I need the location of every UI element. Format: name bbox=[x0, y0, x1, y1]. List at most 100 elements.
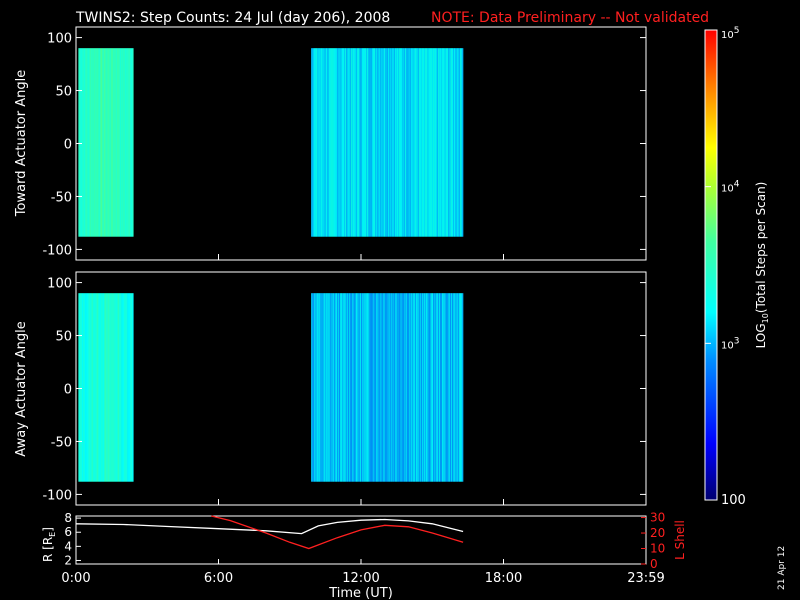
heatmap-column bbox=[328, 293, 330, 482]
heatmap-column bbox=[439, 293, 441, 482]
heatmap-column bbox=[442, 48, 444, 237]
heatmap-column bbox=[326, 293, 328, 482]
heatmap-column bbox=[457, 293, 459, 482]
heatmap-column bbox=[118, 48, 120, 237]
heatmap-column bbox=[426, 48, 428, 237]
heatmap-column bbox=[458, 293, 460, 482]
colorbar-tick-label: 103 bbox=[721, 336, 739, 351]
heatmap-column bbox=[382, 293, 384, 482]
heatmap-column bbox=[85, 293, 87, 482]
heatmap-column bbox=[348, 48, 350, 237]
heatmap-column bbox=[108, 48, 110, 237]
heatmap-column bbox=[335, 48, 337, 237]
heatmap-column bbox=[330, 293, 332, 482]
heatmap-column bbox=[395, 293, 397, 482]
heatmap-column bbox=[107, 48, 109, 237]
y-tick-label: 100 bbox=[47, 277, 72, 292]
heatmap-column bbox=[115, 48, 117, 237]
heatmap-column bbox=[394, 293, 396, 482]
heatmap-column bbox=[429, 48, 431, 237]
heatmap-column bbox=[433, 48, 435, 237]
heatmap-column bbox=[427, 48, 429, 237]
heatmap-column bbox=[389, 48, 391, 237]
heatmap-column bbox=[428, 293, 430, 482]
heatmap-column bbox=[97, 48, 99, 237]
y-tick-label: -100 bbox=[42, 243, 72, 258]
heatmap-column bbox=[114, 293, 116, 482]
heatmap-column bbox=[87, 293, 89, 482]
heatmap-column bbox=[417, 293, 419, 482]
heatmap-column bbox=[454, 293, 456, 482]
heatmap-column bbox=[350, 48, 352, 237]
heatmap-column bbox=[380, 48, 382, 237]
colorbar-tick-label: 100 bbox=[721, 493, 746, 508]
heatmap-column bbox=[318, 293, 320, 482]
heatmap-column bbox=[443, 48, 445, 237]
heatmap-column bbox=[333, 293, 335, 482]
heatmap-column bbox=[455, 48, 457, 237]
heatmap-column bbox=[132, 293, 134, 482]
heatmap-column bbox=[326, 48, 328, 237]
heatmap-column bbox=[419, 48, 421, 237]
heatmap-column bbox=[106, 48, 108, 237]
heatmap-column bbox=[123, 293, 125, 482]
heatmap-column bbox=[346, 48, 348, 237]
heatmap-column bbox=[385, 293, 387, 482]
heatmap-column bbox=[369, 48, 371, 237]
y-tick-label: -100 bbox=[42, 488, 72, 503]
heatmap-column bbox=[363, 293, 365, 482]
heatmap-column bbox=[102, 48, 104, 237]
heatmap-column bbox=[351, 48, 353, 237]
heatmap-column bbox=[340, 293, 342, 482]
heatmap-column bbox=[403, 48, 405, 237]
colorbar-label: LOG10(Total Steps per Scan) bbox=[754, 182, 770, 349]
heatmap-column bbox=[109, 293, 111, 482]
r-tick-label: 2 bbox=[64, 553, 72, 567]
heatmap-column bbox=[386, 48, 388, 237]
heatmap-column bbox=[404, 48, 406, 237]
lshell-tick-label: 10 bbox=[650, 542, 665, 556]
heatmap-column bbox=[112, 48, 114, 237]
heatmap-column bbox=[316, 293, 318, 482]
heatmap-column bbox=[440, 293, 442, 482]
heatmap-column bbox=[357, 48, 359, 237]
heatmap-column bbox=[80, 293, 82, 482]
heatmap-column bbox=[105, 293, 107, 482]
heatmap-column bbox=[367, 48, 369, 237]
heatmap-column bbox=[102, 293, 104, 482]
heatmap-column bbox=[93, 48, 95, 237]
heatmap-column bbox=[104, 48, 106, 237]
heatmap-column bbox=[336, 293, 338, 482]
heatmap-column bbox=[89, 48, 91, 237]
heatmap-column bbox=[439, 48, 441, 237]
heatmap-column bbox=[105, 48, 107, 237]
heatmap-column bbox=[352, 293, 354, 482]
heatmap-column bbox=[444, 293, 446, 482]
heatmap-column bbox=[314, 293, 316, 482]
heatmap-column bbox=[380, 293, 382, 482]
heatmap-column bbox=[365, 48, 367, 237]
heatmap-column bbox=[367, 293, 369, 482]
heatmap-column bbox=[88, 293, 90, 482]
heatmap-column bbox=[448, 48, 450, 237]
heatmap-column bbox=[442, 293, 444, 482]
heatmap-column bbox=[422, 48, 424, 237]
heatmap-column bbox=[400, 48, 402, 237]
heatmap-column bbox=[366, 293, 368, 482]
heatmap-column bbox=[128, 293, 130, 482]
heatmap-column bbox=[82, 48, 84, 237]
y-tick-label: 50 bbox=[55, 85, 72, 100]
heatmap-column bbox=[449, 48, 451, 237]
heatmap-column bbox=[437, 293, 439, 482]
heatmap-column bbox=[121, 293, 123, 482]
heatmap-column bbox=[350, 293, 352, 482]
x-tick-label: 6:00 bbox=[204, 571, 233, 586]
y-tick-label: -50 bbox=[51, 435, 72, 450]
heatmap-column bbox=[312, 293, 314, 482]
heatmap-column bbox=[361, 48, 363, 237]
heatmap-column bbox=[107, 293, 109, 482]
heatmap-column bbox=[414, 293, 416, 482]
heatmap-column bbox=[82, 293, 84, 482]
heatmap-column bbox=[322, 48, 324, 237]
heatmap-column bbox=[370, 293, 372, 482]
